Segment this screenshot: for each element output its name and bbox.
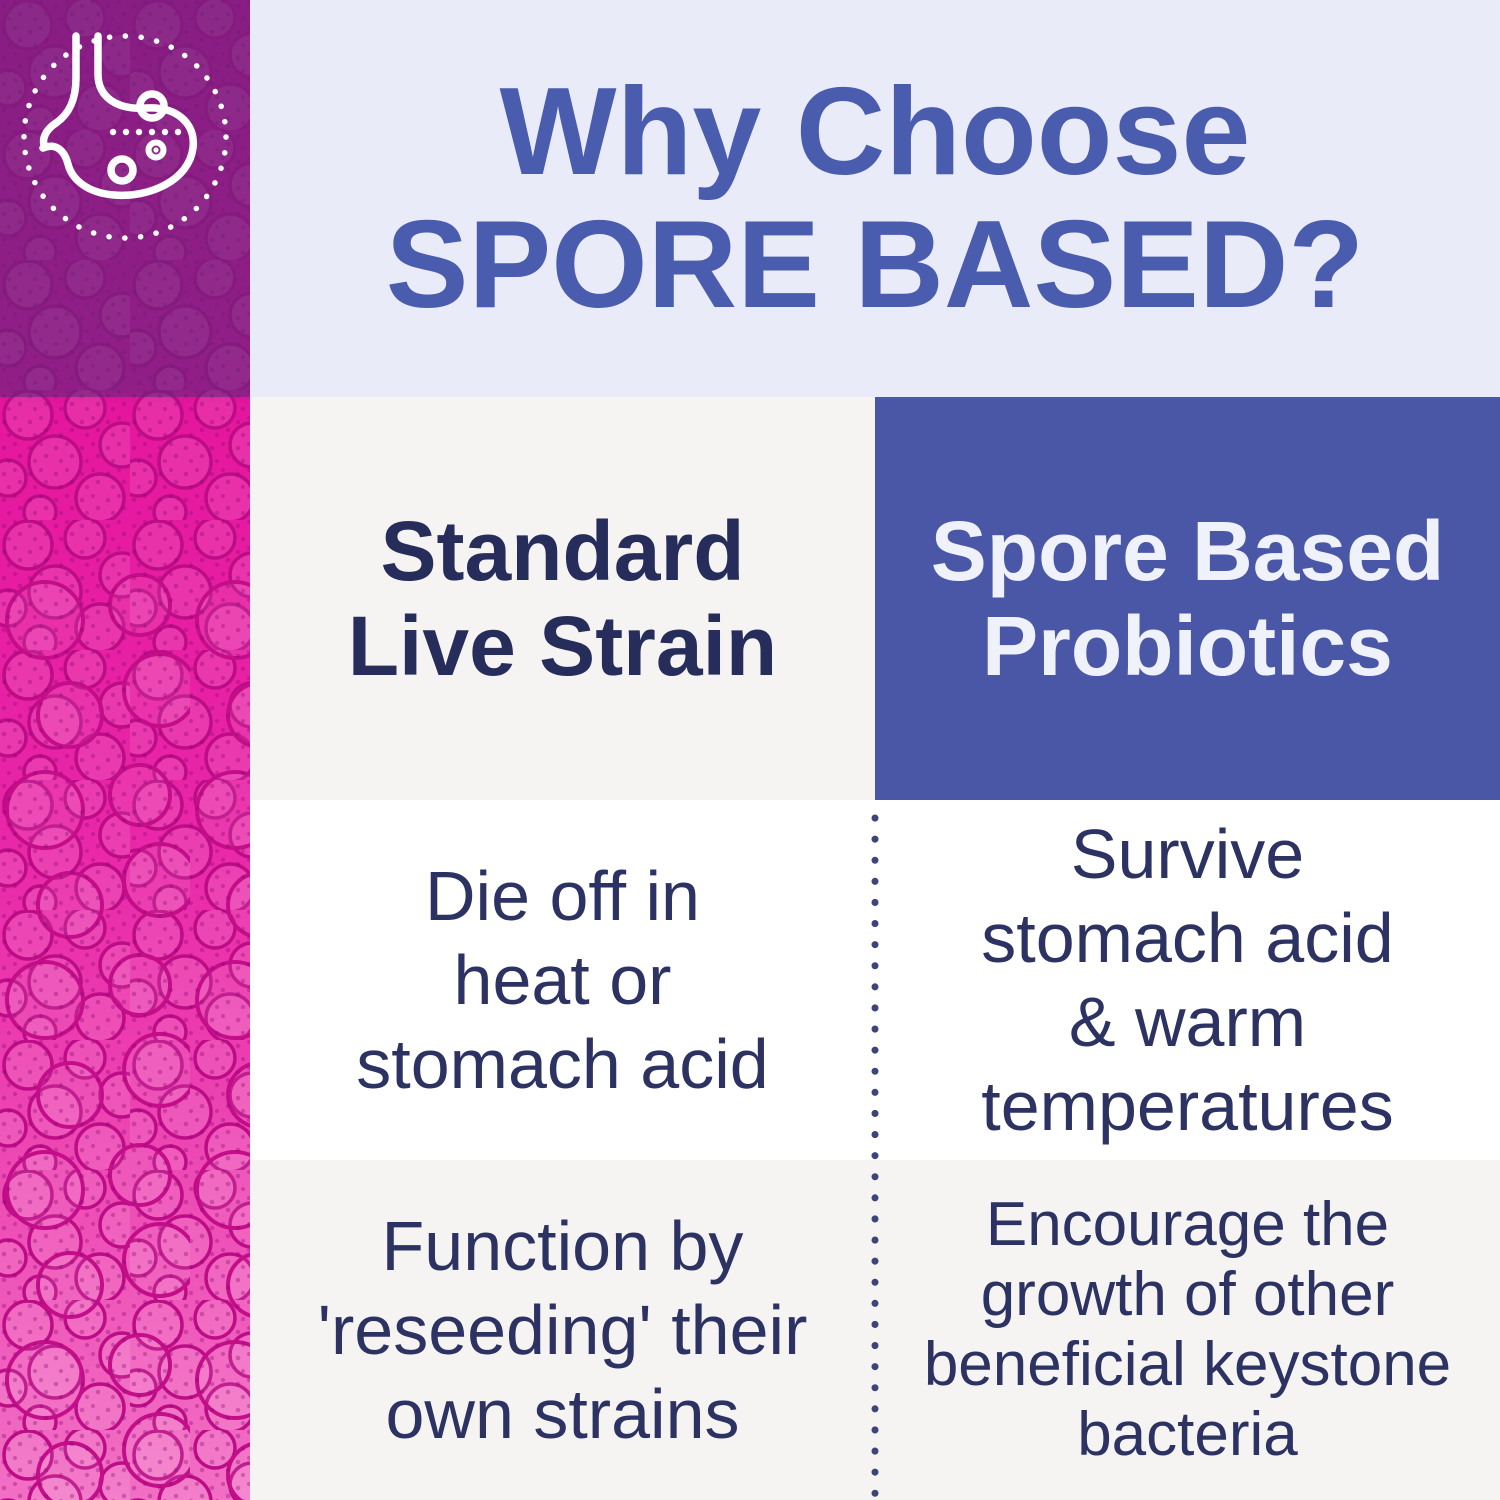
dotted-separator	[871, 814, 879, 1500]
column-header-band: Standard Live Strain Spore Based Probiot…	[250, 397, 1500, 800]
standard-row-1-text: Die off in heat or stomach acid	[356, 857, 769, 1103]
standard-row-2-text: Function by 'reseeding' their own strain…	[317, 1207, 808, 1453]
microscopy-texture	[0, 0, 250, 1500]
stomach-icon	[21, 32, 229, 241]
header: Why Choose SPORE BASED?	[250, 0, 1500, 397]
table-row: Die off in heat or stomach acid Survive …	[250, 800, 1500, 1160]
title-line-1: Why Choose	[499, 62, 1251, 201]
spore-row-2-text: Encourage the growth of other beneficial…	[923, 1189, 1452, 1470]
column-header-standard: Standard Live Strain	[250, 397, 875, 800]
column-header-spore: Spore Based Probiotics	[875, 397, 1500, 800]
dotted-circle-border	[21, 33, 229, 241]
spore-dots	[109, 128, 182, 153]
microscopy-sidebar	[0, 0, 250, 1500]
spore-row-1-text: Survive stomach acid & warm temperatures	[981, 815, 1394, 1145]
page-title: Why Choose SPORE BASED?	[386, 66, 1364, 331]
main-content: Why Choose SPORE BASED? Standard Live St…	[250, 0, 1500, 1500]
comparison-rows: Die off in heat or stomach acid Survive …	[250, 800, 1500, 1500]
title-line-2: SPORE BASED?	[385, 195, 1365, 334]
